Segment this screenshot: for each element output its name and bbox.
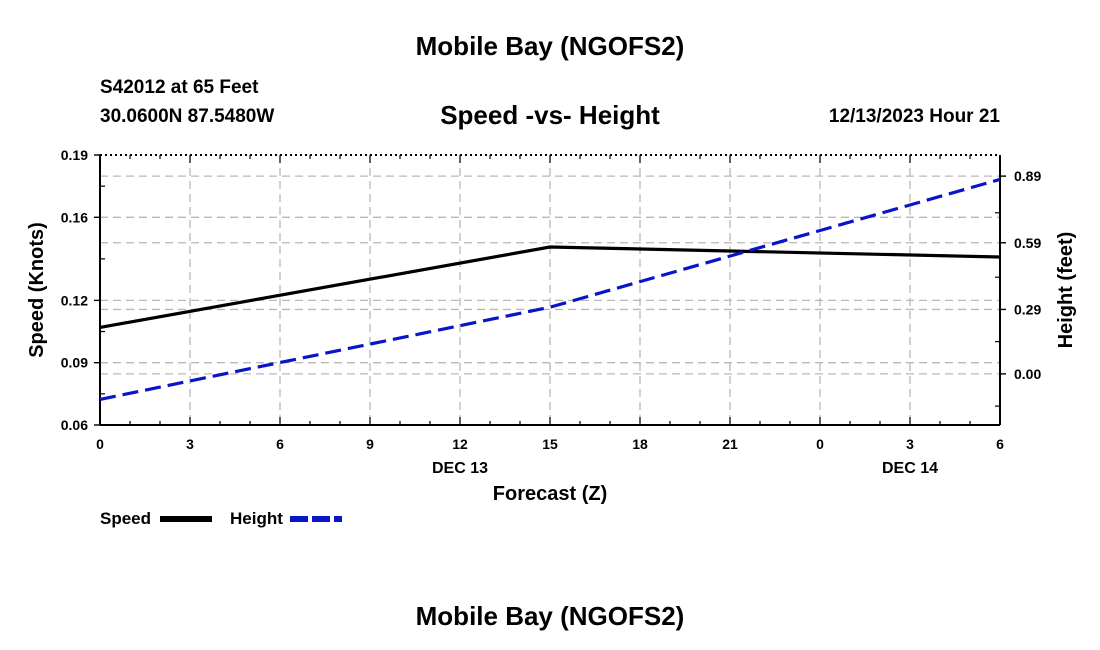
x-tick-label: 9 bbox=[366, 436, 374, 452]
forecast-timestamp: 12/13/2023 Hour 21 bbox=[828, 106, 1000, 127]
y-tick-label: 0.09 bbox=[61, 355, 88, 371]
x-tick-label: 0 bbox=[816, 436, 824, 452]
y2-tick-label: 0.89 bbox=[1014, 168, 1041, 184]
date-label: DEC 13 bbox=[432, 460, 488, 477]
x-axis-title: Forecast (Z) bbox=[493, 483, 607, 505]
y-tick-label: 0.12 bbox=[61, 292, 88, 308]
legend-height-swatch bbox=[290, 516, 342, 522]
station-coords: 30.0600N 87.5480W bbox=[100, 106, 275, 127]
y2-tick-label: 0.29 bbox=[1014, 301, 1041, 317]
x-tick-label: 0 bbox=[96, 436, 104, 452]
y-tick-label: 0.19 bbox=[61, 147, 88, 163]
x-tick-label: 3 bbox=[186, 436, 194, 452]
x-tick-label: 21 bbox=[722, 436, 738, 452]
y-tick-label: 0.06 bbox=[61, 417, 88, 433]
y-axis-title: Speed (Knots) bbox=[26, 222, 48, 358]
station-label: S42012 at 65 Feet bbox=[100, 77, 259, 98]
y2-axis-title: Height (feet) bbox=[1055, 232, 1077, 349]
x-tick-label: 6 bbox=[996, 436, 1004, 452]
chart-title: Speed -vs- Height bbox=[440, 100, 660, 130]
x-tick-label: 6 bbox=[276, 436, 284, 452]
footer-title: Mobile Bay (NGOFS2) bbox=[415, 601, 685, 631]
date-label: DEC 14 bbox=[882, 460, 938, 477]
y2-tick-label: 0.59 bbox=[1014, 235, 1041, 251]
x-tick-label: 15 bbox=[542, 436, 558, 452]
page-title: Mobile Bay (NGOFS2) bbox=[415, 31, 685, 61]
series-line-speed bbox=[99, 245, 1001, 329]
y-tick-label: 0.16 bbox=[61, 209, 88, 225]
x-tick-label: 12 bbox=[452, 436, 468, 452]
legend-speed-label: Speed bbox=[100, 509, 152, 528]
legend-speed-swatch bbox=[160, 516, 212, 522]
y2-tick-label: 0.00 bbox=[1014, 366, 1041, 382]
series-line-height bbox=[99, 177, 1001, 401]
legend-height-label: Height bbox=[230, 509, 283, 528]
x-tick-label: 3 bbox=[906, 436, 914, 452]
x-tick-label: 18 bbox=[632, 436, 648, 452]
